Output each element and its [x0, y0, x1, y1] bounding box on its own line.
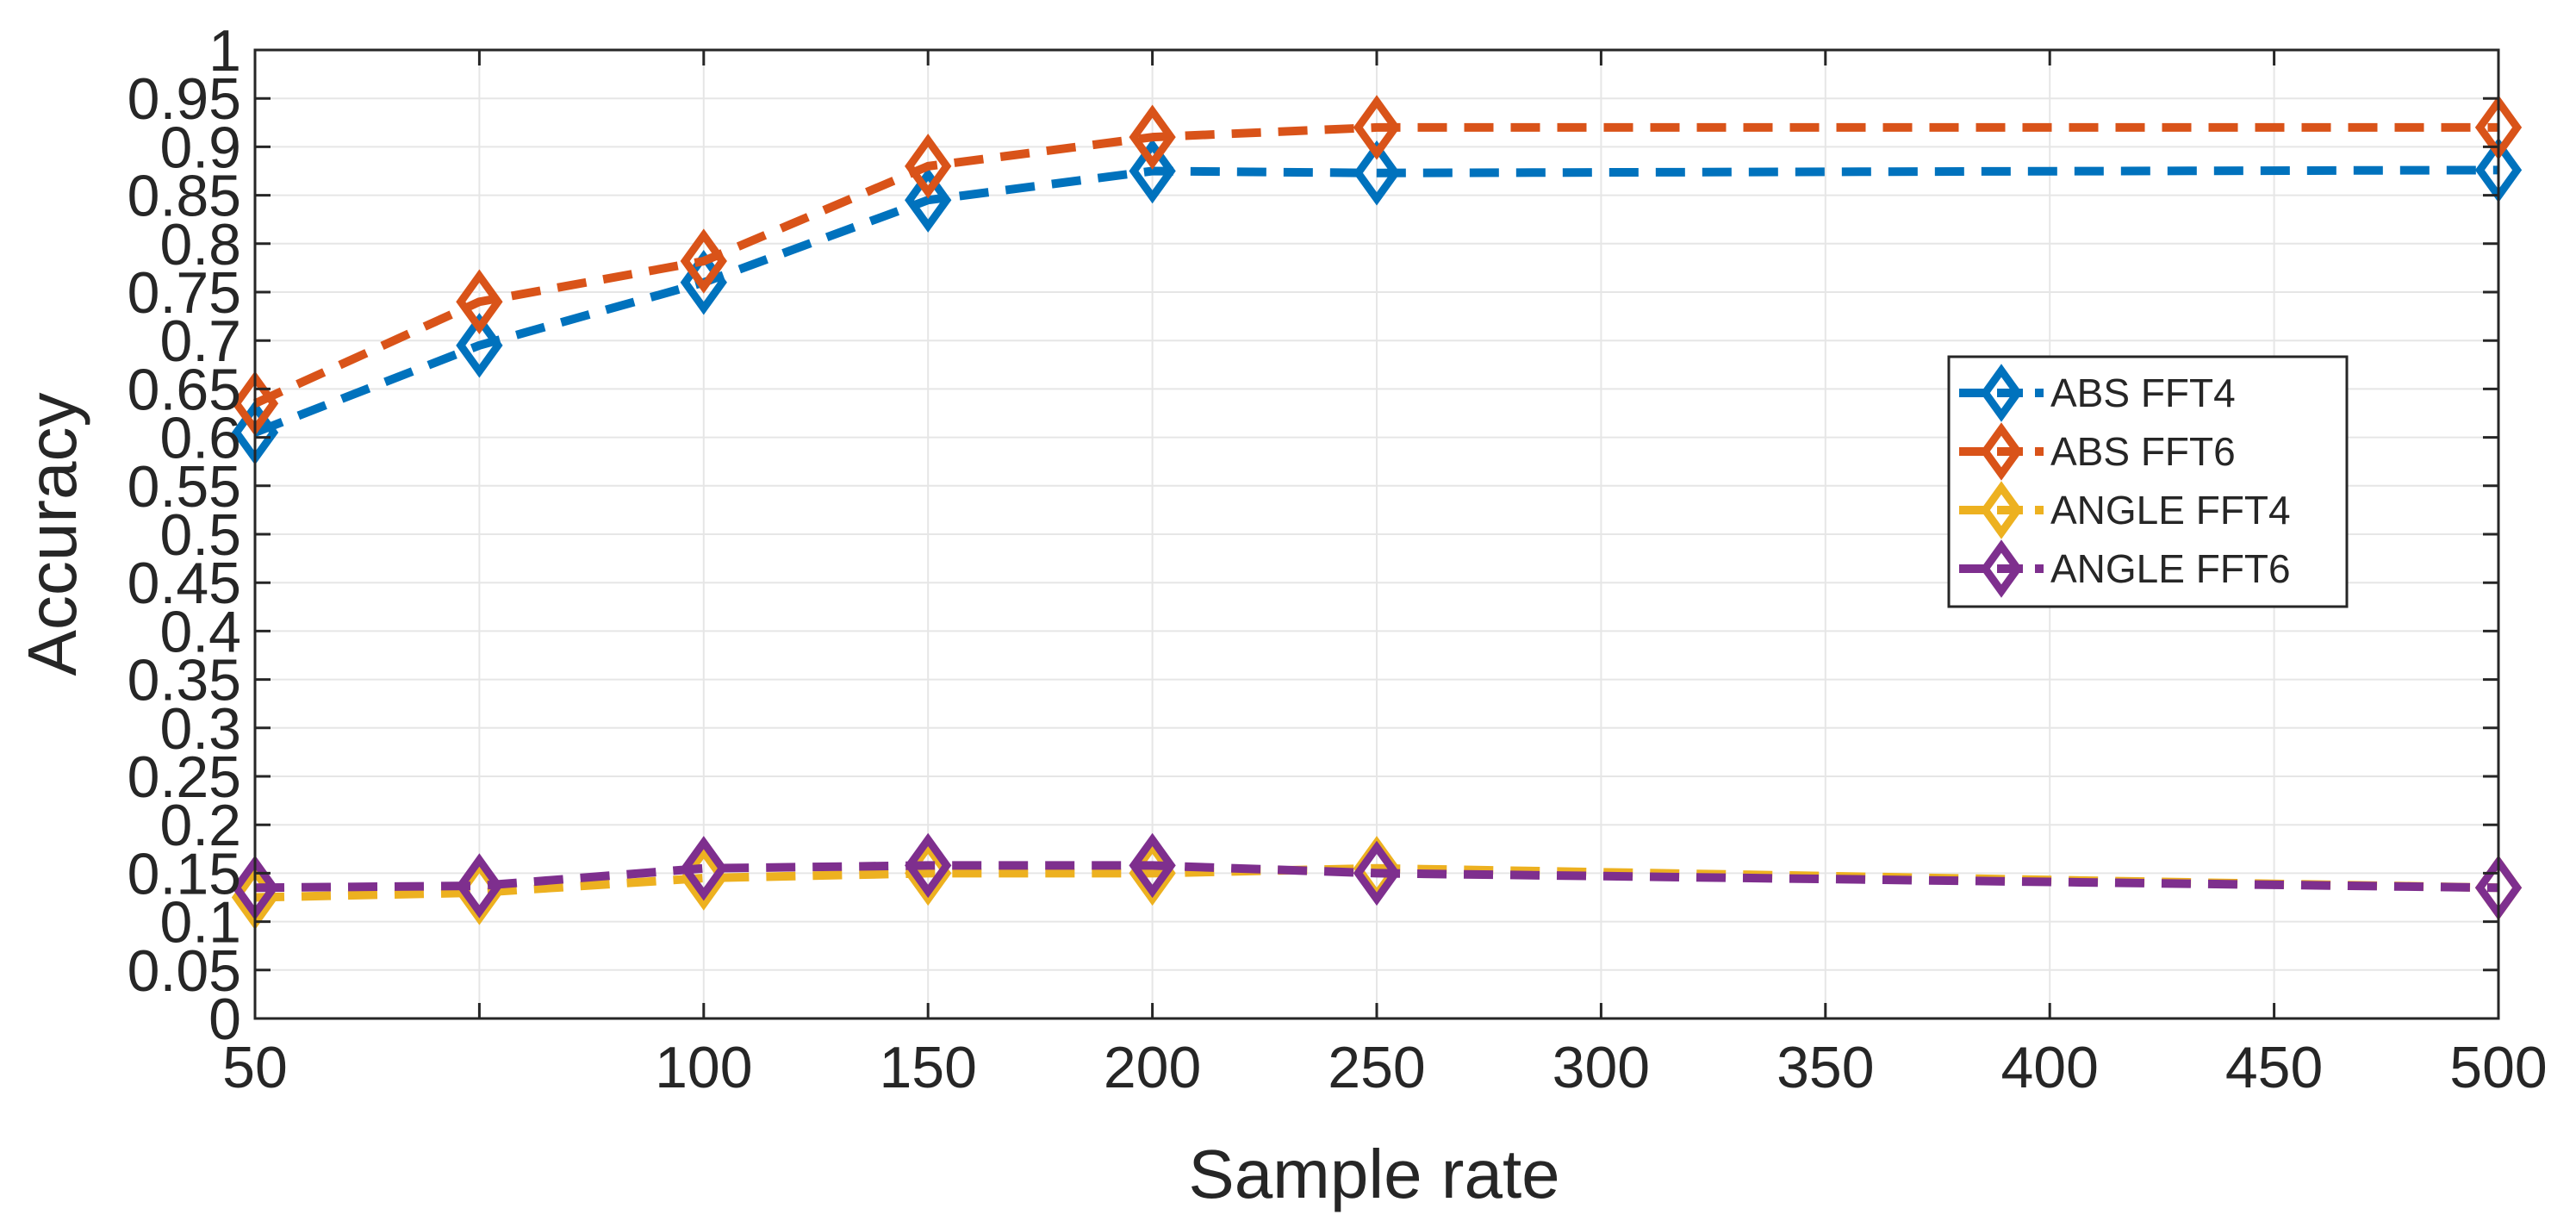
y-tick-label: 0.45: [128, 551, 241, 616]
y-tick-label: 0.4: [159, 599, 241, 664]
data-point: [905, 134, 952, 199]
axes-layer: 00.050.10.150.20.250.30.350.40.450.50.55…: [128, 18, 2548, 1100]
y-tick-label: 0.3: [159, 696, 241, 762]
data-point: [456, 313, 503, 378]
y-tick-label: 0: [208, 987, 241, 1052]
data-point: [1129, 138, 1176, 204]
x-tick-label: 250: [1328, 1035, 1425, 1100]
series-line: [254, 861, 2499, 893]
data-point: [1129, 104, 1176, 170]
y-tick-label: 0.5: [159, 502, 241, 568]
y-tick-label: 0.35: [128, 648, 241, 713]
data-point: [1129, 832, 1176, 899]
legend-label: ANGLE FFT6: [2050, 546, 2291, 591]
y-tick-label: 0.55: [128, 454, 241, 520]
y-tick-label: 0.05: [128, 938, 241, 1004]
data-point: [680, 836, 727, 901]
x-axis-label: Sample rate: [1188, 1136, 1559, 1212]
y-tick-label: 0.2: [159, 793, 241, 858]
y-tick-label: 0.8: [159, 212, 241, 277]
legend-marker: [1980, 539, 2023, 598]
legend-label: ANGLE FFT4: [2050, 488, 2291, 533]
y-tick-label: 0.15: [128, 841, 241, 906]
y-tick-label: 0.75: [128, 260, 241, 326]
series-line: [254, 863, 2499, 902]
x-tick-label: 300: [1552, 1035, 1650, 1100]
x-tick-label: 400: [2000, 1035, 2098, 1100]
x-tick-label: 450: [2225, 1035, 2323, 1100]
data-point: [1353, 140, 1401, 206]
y-tick-label: 0.7: [159, 308, 241, 374]
y-tick-label: 0.25: [128, 744, 241, 810]
legend-label: ABS FFT4: [2050, 371, 2236, 415]
legend-marker: [1980, 422, 2023, 481]
legend-label: ABS FFT6: [2050, 429, 2236, 474]
data-point: [456, 853, 503, 919]
plot-border: [253, 48, 2500, 1020]
data-point: [1353, 840, 1401, 906]
series-layer: [231, 95, 2523, 931]
y-axis-label: Accuracy: [14, 393, 90, 676]
legend: ABS FFT4 ABS FFT6 ANGLE FFT4 ANGLE FFT6: [1947, 355, 2349, 608]
data-point: [456, 269, 503, 334]
y-tick-label: 0.6: [159, 406, 241, 471]
legend-marker: [1980, 481, 2023, 539]
y-tick-label: 0.85: [128, 164, 241, 229]
x-tick-label: 500: [2449, 1035, 2547, 1100]
y-tick-label: 1: [208, 18, 241, 84]
y-tick-label: 0.95: [128, 66, 241, 132]
x-tick-label: 150: [879, 1035, 976, 1100]
legend-marker: [1980, 364, 2023, 422]
x-tick-label: 350: [1776, 1035, 1874, 1100]
y-tick-label: 0.1: [159, 890, 241, 956]
series-line: [252, 122, 2498, 408]
x-tick-label: 50: [222, 1035, 288, 1100]
data-point: [905, 832, 952, 899]
y-tick-label: 0.65: [128, 357, 241, 422]
data-point: [1353, 95, 1401, 160]
data-point: [680, 228, 727, 294]
y-tick-label: 0.9: [159, 115, 241, 180]
x-tick-label: 200: [1104, 1035, 1201, 1100]
x-tick-label: 100: [655, 1035, 752, 1100]
data-point: [905, 167, 952, 233]
series-line: [253, 165, 2499, 437]
